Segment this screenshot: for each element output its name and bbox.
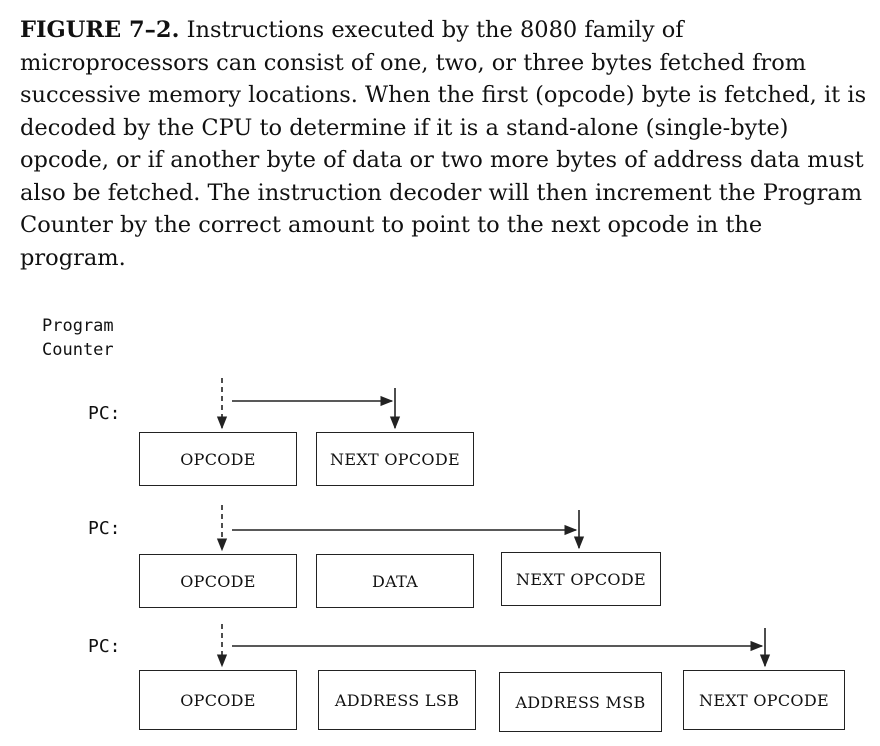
next-opcode-box-row-1: NEXT OPCODE — [316, 432, 474, 486]
next-opcode-box-row-3: NEXT OPCODE — [683, 670, 845, 730]
pc-label-row-1: PC: — [88, 403, 121, 424]
caption-text: Instructions executed by the 8080 family… — [20, 17, 867, 271]
opcode-box-row-2: OPCODE — [139, 554, 297, 608]
figure-caption: FIGURE 7–2. Instructions executed by the… — [20, 14, 870, 274]
data-box-row-2: DATA — [316, 554, 474, 608]
address-msb-box-row-3: ADDRESS MSB — [499, 672, 662, 732]
figure-label: FIGURE 7–2. — [20, 17, 180, 43]
opcode-box-row-1: OPCODE — [139, 432, 297, 486]
program-counter-heading: Program Counter — [42, 314, 142, 362]
address-lsb-box-row-3: ADDRESS LSB — [318, 670, 476, 730]
pc-label-row-3: PC: — [88, 636, 121, 657]
pc-label-row-2: PC: — [88, 518, 121, 539]
opcode-box-row-3: OPCODE — [139, 670, 297, 730]
program-counter-heading-line1: Program — [42, 316, 114, 336]
program-counter-heading-line2: Counter — [42, 340, 114, 360]
next-opcode-box-row-2: NEXT OPCODE — [501, 552, 661, 606]
